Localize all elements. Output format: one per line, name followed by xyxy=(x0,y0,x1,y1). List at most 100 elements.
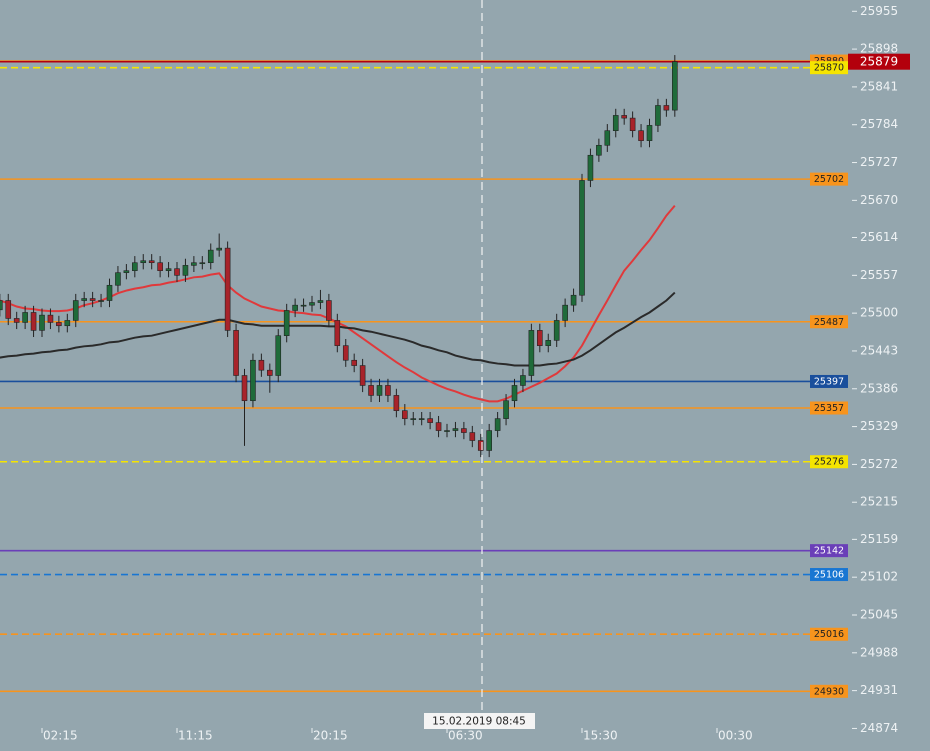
candle-body xyxy=(5,300,12,319)
level-label-box xyxy=(810,374,848,388)
level-label: 25702 xyxy=(814,174,844,185)
price-label-box xyxy=(848,53,910,70)
candle-body xyxy=(30,312,37,331)
y-tick-label: 24931 xyxy=(860,683,898,697)
level-label: 25016 xyxy=(814,629,844,640)
candle-body xyxy=(275,335,282,376)
y-tick-label: 25159 xyxy=(860,532,898,546)
candle-body xyxy=(461,428,467,433)
candle-body xyxy=(342,345,349,361)
level-label-box xyxy=(810,401,848,415)
candle-body xyxy=(587,154,594,181)
crosshair-label: 15.02.2019 08:45 xyxy=(432,716,526,728)
candle-body xyxy=(283,310,290,336)
candle-body xyxy=(452,428,459,431)
level-label: 25357 xyxy=(814,403,844,414)
candle-body xyxy=(579,180,585,296)
level-label-box xyxy=(810,684,848,698)
candle-body xyxy=(81,298,87,301)
level-label: 25870 xyxy=(814,63,844,74)
y-tick-label: 25557 xyxy=(860,268,898,282)
candle-body xyxy=(553,320,560,341)
candle-body xyxy=(148,260,155,264)
x-tick-label: 20:15 xyxy=(313,729,348,743)
x-tick-label: 15:30 xyxy=(583,729,618,743)
candle-body xyxy=(351,359,357,366)
level-label-box xyxy=(810,568,848,582)
level-label: 25487 xyxy=(814,317,844,328)
level-label-box xyxy=(810,455,848,469)
y-tick-label: 24988 xyxy=(860,645,898,659)
level-label-box xyxy=(810,315,848,329)
candle-body xyxy=(596,144,602,156)
candle-body xyxy=(334,320,341,346)
candle-body xyxy=(191,262,197,266)
y-tick-label: 25784 xyxy=(860,117,898,131)
candle-body xyxy=(469,432,476,441)
y-tick-label: 25955 xyxy=(860,4,898,18)
candle-body xyxy=(672,61,678,111)
candle-body xyxy=(520,375,526,386)
candle-body xyxy=(545,340,552,346)
x-tick-label: 00:30 xyxy=(718,729,753,743)
candle-body xyxy=(359,365,366,386)
candle-body xyxy=(165,268,172,271)
level-label: 24930 xyxy=(814,686,844,697)
candle-body xyxy=(140,260,147,264)
candle-body xyxy=(216,247,222,251)
price-label: 25879 xyxy=(860,55,898,69)
x-tick-label: 06:30 xyxy=(448,729,483,743)
candle-body xyxy=(174,268,180,276)
candle-body xyxy=(477,440,484,451)
level-label-box xyxy=(810,544,848,558)
candle-body xyxy=(233,330,239,376)
candle-body xyxy=(511,385,518,402)
candle-body xyxy=(486,430,492,451)
candle-body xyxy=(22,312,28,323)
level-label-box xyxy=(810,627,848,641)
crosshair-box xyxy=(424,713,535,729)
y-tick-label: 25443 xyxy=(860,343,898,357)
candle-body xyxy=(368,385,374,396)
candle-body xyxy=(64,320,71,327)
y-tick-label: 25500 xyxy=(860,306,898,320)
candle-body xyxy=(435,422,442,431)
candle-body xyxy=(89,298,96,301)
candle-body xyxy=(385,385,391,396)
candle-body xyxy=(123,270,130,273)
candle-body xyxy=(115,272,121,286)
y-tick-label: 25329 xyxy=(860,419,898,433)
candle-body xyxy=(47,314,54,323)
candle-body xyxy=(646,125,653,141)
x-tick-label: 02:15 xyxy=(43,729,78,743)
candle-body xyxy=(393,395,400,411)
candle-body xyxy=(13,318,20,323)
candle-body xyxy=(157,262,163,271)
candle-body xyxy=(267,369,273,376)
candle-body xyxy=(224,247,231,331)
level-label: 25276 xyxy=(814,457,844,468)
candle-body xyxy=(376,385,383,396)
y-tick-label: 25898 xyxy=(860,42,898,56)
y-tick-label: 25102 xyxy=(860,570,898,584)
candle-body xyxy=(132,262,138,271)
y-tick-label: 25670 xyxy=(860,193,898,207)
candle-body xyxy=(528,330,535,376)
level-label: 25142 xyxy=(814,546,844,557)
candle-body xyxy=(207,249,214,264)
candle-body xyxy=(410,418,417,420)
candle-body xyxy=(638,130,644,141)
candle-body xyxy=(241,375,248,402)
y-tick-label: 25727 xyxy=(860,155,898,169)
candle-body xyxy=(503,400,509,419)
candle-body xyxy=(427,418,433,423)
candle-body xyxy=(655,105,661,126)
candle-body xyxy=(292,304,298,311)
candle-body xyxy=(317,300,324,303)
y-tick-label: 25614 xyxy=(860,230,898,244)
candle-body xyxy=(418,418,425,420)
candle-body xyxy=(106,284,113,301)
y-tick-label: 25272 xyxy=(860,457,898,471)
candle-body xyxy=(621,115,627,119)
y-tick-label: 24874 xyxy=(860,721,898,735)
